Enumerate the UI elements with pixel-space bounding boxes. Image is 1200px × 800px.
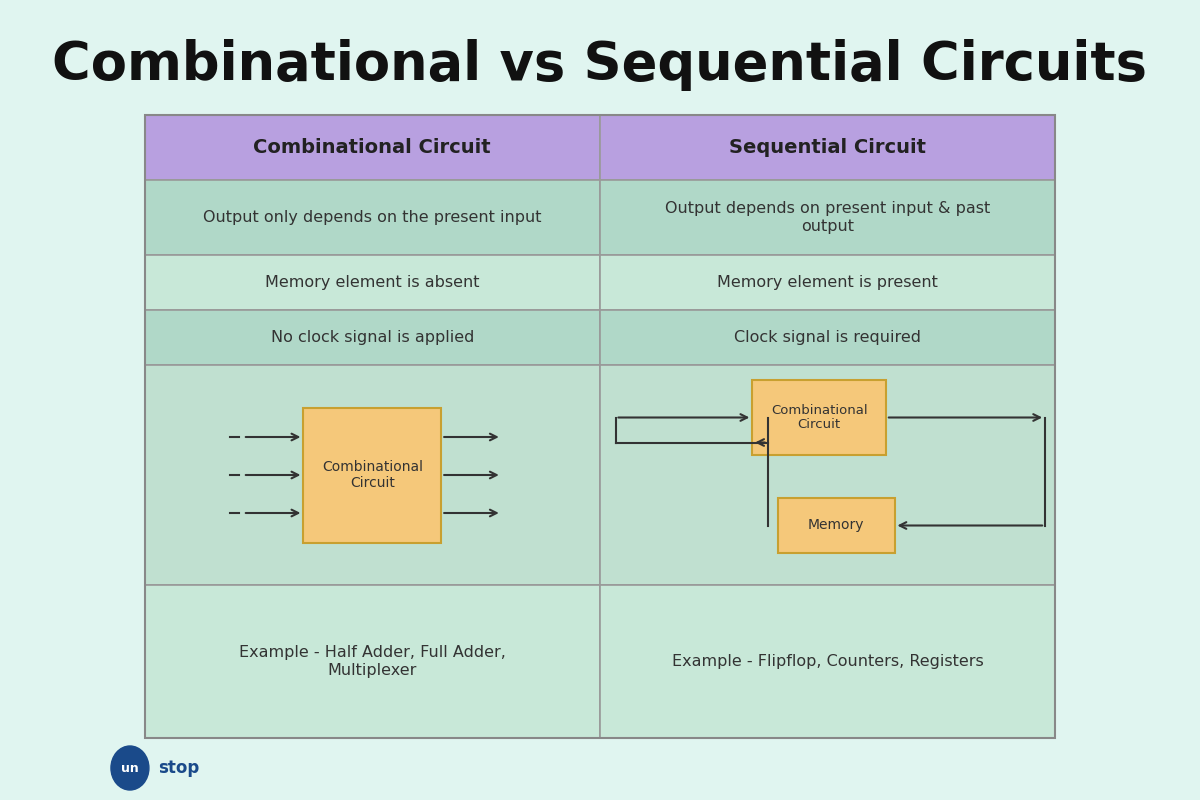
Text: Output depends on present input & past
output: Output depends on present input & past o… — [665, 202, 990, 234]
FancyBboxPatch shape — [600, 585, 1056, 738]
FancyBboxPatch shape — [145, 365, 600, 585]
FancyBboxPatch shape — [145, 585, 600, 738]
Text: Memory element is present: Memory element is present — [718, 275, 938, 290]
FancyBboxPatch shape — [600, 180, 1056, 255]
Text: stop: stop — [158, 759, 199, 777]
FancyBboxPatch shape — [145, 255, 600, 310]
Text: Example - Half Adder, Full Adder,
Multiplexer: Example - Half Adder, Full Adder, Multip… — [239, 646, 505, 678]
Text: Example - Flipflop, Counters, Registers: Example - Flipflop, Counters, Registers — [672, 654, 984, 669]
Text: Combinational
Circuit: Combinational Circuit — [322, 460, 422, 490]
FancyBboxPatch shape — [145, 115, 600, 180]
Text: Output only depends on the present input: Output only depends on the present input — [203, 210, 541, 225]
Circle shape — [110, 746, 149, 790]
Text: Memory: Memory — [808, 518, 864, 533]
FancyBboxPatch shape — [145, 180, 600, 255]
FancyBboxPatch shape — [600, 310, 1056, 365]
FancyBboxPatch shape — [778, 498, 894, 553]
Text: un: un — [121, 762, 139, 774]
Text: Combinational
Circuit: Combinational Circuit — [770, 403, 868, 431]
Text: No clock signal is applied: No clock signal is applied — [271, 330, 474, 345]
Text: Memory element is absent: Memory element is absent — [265, 275, 480, 290]
FancyBboxPatch shape — [752, 380, 886, 455]
FancyBboxPatch shape — [600, 255, 1056, 310]
FancyBboxPatch shape — [600, 365, 1056, 585]
FancyBboxPatch shape — [304, 407, 442, 542]
Text: Clock signal is required: Clock signal is required — [734, 330, 922, 345]
FancyBboxPatch shape — [600, 115, 1056, 180]
FancyBboxPatch shape — [145, 310, 600, 365]
Text: Combinational vs Sequential Circuits: Combinational vs Sequential Circuits — [53, 39, 1147, 91]
Text: Sequential Circuit: Sequential Circuit — [730, 138, 926, 157]
Text: Combinational Circuit: Combinational Circuit — [253, 138, 491, 157]
